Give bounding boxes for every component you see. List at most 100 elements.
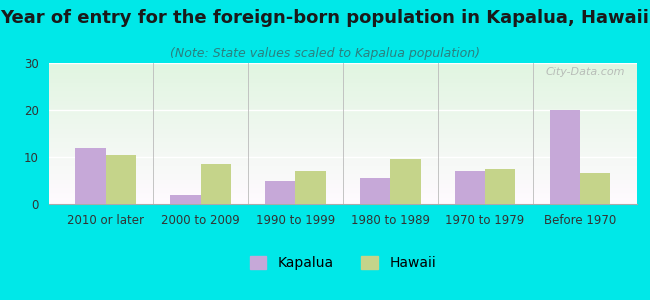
Bar [296, 171, 326, 204]
Bar [49, 178, 637, 180]
Bar [49, 124, 637, 125]
Bar [49, 103, 637, 104]
Bar [49, 85, 637, 87]
Bar [49, 160, 637, 162]
Bar [49, 172, 637, 173]
Bar [49, 159, 637, 160]
Bar [49, 184, 637, 186]
Bar [49, 88, 637, 90]
Bar [49, 101, 637, 103]
Bar [49, 183, 637, 184]
Bar [49, 191, 637, 193]
Bar [49, 66, 637, 67]
Bar [360, 178, 390, 204]
Bar [49, 190, 637, 191]
Bar [49, 90, 637, 91]
Bar [49, 63, 637, 64]
Bar [49, 114, 637, 115]
Bar [49, 188, 637, 190]
Bar [49, 198, 637, 200]
Bar [49, 118, 637, 119]
Bar [49, 148, 637, 149]
Bar [49, 80, 637, 81]
Bar [49, 173, 637, 174]
Bar [49, 153, 637, 155]
Bar [49, 200, 637, 201]
Bar [49, 149, 637, 150]
Bar [49, 64, 637, 66]
Bar [49, 155, 637, 156]
Bar [485, 169, 515, 204]
Bar [49, 201, 637, 202]
Bar [49, 111, 637, 112]
Bar [49, 107, 637, 108]
Bar [49, 94, 637, 95]
Bar [49, 121, 637, 122]
Bar [170, 195, 201, 204]
Bar [49, 67, 637, 69]
Bar [49, 95, 637, 97]
Bar [49, 98, 637, 100]
Bar [49, 176, 637, 177]
Bar [49, 70, 637, 71]
Bar [49, 140, 637, 142]
Text: (Note: State values scaled to Kapalua population): (Note: State values scaled to Kapalua po… [170, 46, 480, 59]
Bar [49, 167, 637, 169]
Bar [580, 173, 610, 204]
Bar [49, 142, 637, 143]
Bar [49, 108, 637, 110]
Bar [49, 119, 637, 121]
Bar [49, 177, 637, 178]
Bar [49, 138, 637, 139]
Bar [49, 196, 637, 197]
Bar [49, 186, 637, 187]
Bar [49, 162, 637, 163]
Bar [49, 170, 637, 172]
Text: City-Data.com: City-Data.com [546, 67, 625, 77]
Bar [49, 122, 637, 124]
Bar [49, 182, 637, 183]
Bar [49, 87, 637, 88]
Legend: Kapalua, Hawaii: Kapalua, Hawaii [250, 256, 436, 270]
Bar [49, 187, 637, 188]
Bar [49, 152, 637, 153]
Bar [49, 128, 637, 129]
Bar [49, 202, 637, 204]
Bar [49, 193, 637, 194]
Bar [49, 73, 637, 74]
Bar [49, 136, 637, 138]
Bar [49, 180, 637, 182]
Bar [49, 131, 637, 132]
Bar [49, 197, 637, 198]
Bar [49, 125, 637, 126]
Bar [106, 155, 136, 204]
Bar [49, 69, 637, 70]
Bar [49, 74, 637, 76]
Bar [49, 110, 637, 111]
Bar [49, 194, 637, 196]
Bar [49, 105, 637, 107]
Bar [49, 79, 637, 80]
Bar [49, 134, 637, 135]
Bar [49, 156, 637, 158]
Bar [75, 148, 106, 204]
Bar [49, 135, 637, 136]
Bar [49, 77, 637, 79]
Bar [49, 97, 637, 98]
Bar [49, 112, 637, 114]
Bar [49, 126, 637, 128]
Bar [390, 159, 421, 204]
Bar [49, 71, 637, 73]
Bar [49, 169, 637, 170]
Bar [49, 146, 637, 148]
Bar [49, 139, 637, 140]
Bar [49, 145, 637, 146]
Bar [49, 100, 637, 101]
Bar [49, 81, 637, 83]
Bar [265, 181, 296, 204]
Bar [49, 158, 637, 159]
Bar [49, 91, 637, 93]
Bar [455, 171, 485, 204]
Bar [550, 110, 580, 204]
Bar [201, 164, 231, 204]
